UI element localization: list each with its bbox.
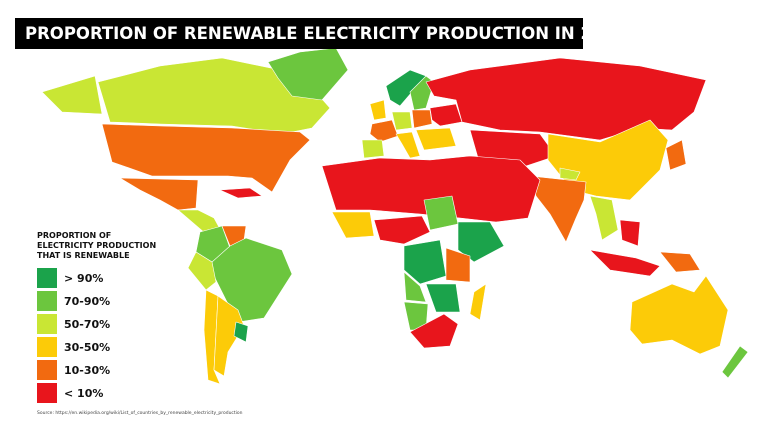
country-region (403, 271, 427, 303)
legend-swatch (37, 383, 57, 403)
country-region (721, 345, 749, 379)
legend-label: > 90% (64, 272, 103, 285)
legend-label: 70-90% (64, 295, 110, 308)
legend-swatch (37, 337, 57, 357)
country-region (391, 111, 413, 131)
country-region (429, 103, 463, 127)
country-region (423, 195, 459, 231)
country-region (559, 167, 581, 181)
country-region (119, 177, 199, 211)
country-region (97, 57, 331, 135)
source-note: Source: https://en.wikipedia.org/wiki/Li… (37, 411, 243, 416)
legend-swatch (37, 314, 57, 334)
country-region (589, 195, 619, 241)
country-region (219, 187, 263, 199)
country-region (409, 313, 459, 349)
country-region (369, 99, 387, 121)
legend-label: 30-50% (64, 341, 110, 354)
country-region (267, 47, 349, 101)
country-region (457, 221, 505, 263)
legend-swatch (37, 360, 57, 380)
country-region (361, 139, 385, 159)
country-region (321, 155, 541, 223)
country-region (415, 127, 457, 151)
country-region (233, 321, 249, 343)
country-region (665, 139, 687, 171)
country-region (101, 123, 311, 193)
country-region (659, 251, 701, 273)
title: PROPORTION OF RENEWABLE ELECTRICITY PROD… (15, 18, 626, 49)
country-region (403, 239, 447, 285)
legend-label: 10-30% (64, 364, 110, 377)
country-region (445, 247, 471, 283)
country-region (619, 219, 641, 247)
country-region (589, 249, 661, 277)
legend-title: PROPORTION OF ELECTRICITY PRODUCTION THA… (37, 231, 157, 260)
country-region (529, 175, 587, 243)
legend-swatch (37, 291, 57, 311)
country-region (41, 75, 103, 115)
legend-swatch (37, 268, 57, 288)
country-region (369, 119, 399, 143)
country-region (425, 283, 461, 313)
legend: > 90% 70-90% 50-70% 30-50% 10-30% < 10% (37, 268, 110, 403)
legend-label: 50-70% (64, 318, 110, 331)
country-region (373, 215, 431, 245)
country-region (411, 109, 433, 129)
regions (41, 47, 749, 385)
country-region (395, 131, 421, 159)
country-region (629, 275, 729, 355)
country-region (331, 211, 375, 239)
country-region (425, 57, 707, 141)
country-region (469, 283, 487, 321)
country-region (187, 251, 217, 291)
country-region (213, 295, 245, 377)
legend-label: < 10% (64, 387, 103, 400)
